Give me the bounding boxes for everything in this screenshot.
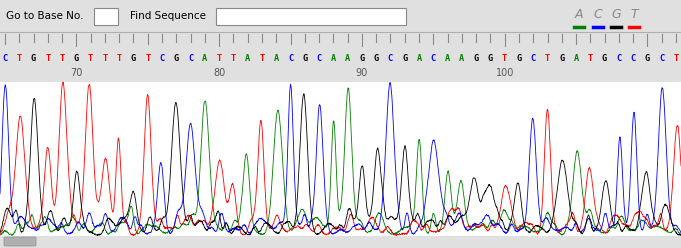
Bar <box>0 82 681 236</box>
Text: T: T <box>231 54 236 63</box>
Text: T: T <box>102 54 108 63</box>
Text: A: A <box>575 7 583 21</box>
Text: C: C <box>616 54 622 63</box>
Text: A: A <box>573 54 579 63</box>
Text: G: G <box>488 54 493 63</box>
Text: Find Sequence: Find Sequence <box>130 11 206 21</box>
Text: G: G <box>360 54 364 63</box>
Text: Go to Base No.: Go to Base No. <box>6 11 84 21</box>
Text: C: C <box>159 54 165 63</box>
Bar <box>0 0 681 32</box>
Text: T: T <box>116 54 122 63</box>
Text: G: G <box>516 54 522 63</box>
Text: T: T <box>16 54 22 63</box>
Text: C: C <box>430 54 436 63</box>
Text: T: T <box>545 54 550 63</box>
FancyBboxPatch shape <box>94 8 118 25</box>
Text: G: G <box>473 54 479 63</box>
Text: 90: 90 <box>355 68 368 78</box>
Text: T: T <box>59 54 65 63</box>
Text: A: A <box>416 54 422 63</box>
Text: C: C <box>288 54 293 63</box>
Text: C: C <box>388 54 393 63</box>
Text: C: C <box>188 54 193 63</box>
Text: A: A <box>245 54 251 63</box>
Text: T: T <box>145 54 151 63</box>
Text: G: G <box>559 54 565 63</box>
Text: T: T <box>259 54 265 63</box>
Text: A: A <box>331 54 336 63</box>
Text: C: C <box>594 7 603 21</box>
Text: G: G <box>611 7 621 21</box>
Text: C: C <box>2 54 7 63</box>
Text: G: G <box>31 54 36 63</box>
Text: G: G <box>402 54 407 63</box>
Text: T: T <box>45 54 50 63</box>
Text: 100: 100 <box>496 68 514 78</box>
Text: A: A <box>445 54 450 63</box>
FancyBboxPatch shape <box>4 237 36 246</box>
Text: G: G <box>602 54 607 63</box>
Text: T: T <box>588 54 593 63</box>
Text: C: C <box>530 54 536 63</box>
FancyBboxPatch shape <box>216 8 406 25</box>
Text: C: C <box>659 54 665 63</box>
Text: C: C <box>631 54 636 63</box>
Text: T: T <box>217 54 222 63</box>
Text: 70: 70 <box>70 68 82 78</box>
Text: A: A <box>274 54 279 63</box>
Text: G: G <box>174 54 179 63</box>
Text: T: T <box>88 54 93 63</box>
Text: G: G <box>302 54 307 63</box>
Text: G: G <box>131 54 136 63</box>
Text: A: A <box>202 54 208 63</box>
Text: 80: 80 <box>213 68 225 78</box>
Text: T: T <box>630 7 638 21</box>
Text: A: A <box>459 54 464 63</box>
Text: G: G <box>374 54 379 63</box>
Text: G: G <box>74 54 79 63</box>
Text: C: C <box>317 54 321 63</box>
Text: T: T <box>502 54 507 63</box>
Text: T: T <box>674 54 679 63</box>
Text: G: G <box>645 54 650 63</box>
Text: A: A <box>345 54 350 63</box>
